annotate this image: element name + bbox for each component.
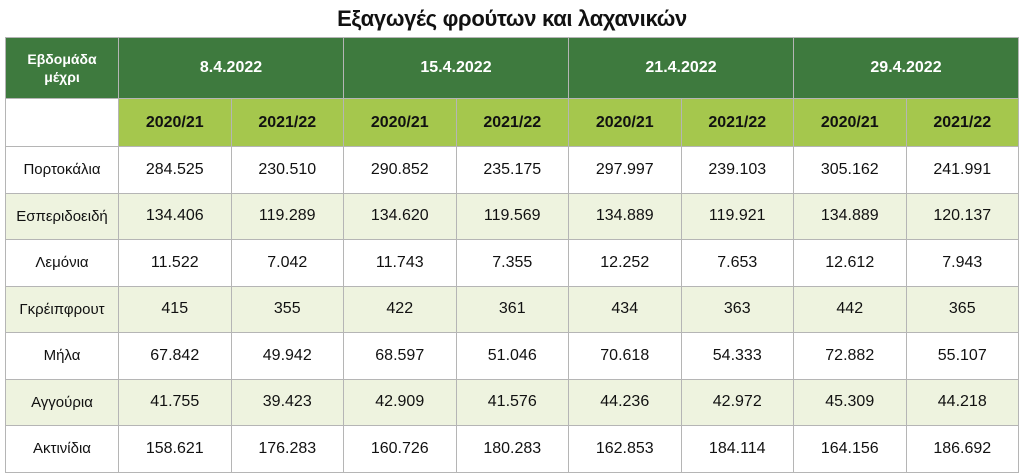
data-row: Λεμόνια 11.522 7.042 11.743 7.355 12.252 7.653…: [5, 239, 1019, 287]
cell: 363: [680, 285, 794, 333]
season-header: 2021/22: [905, 98, 1019, 147]
data-row: Γκρέιπφρουτ 415 355 422 361 434 363 442 365: [5, 285, 1019, 333]
title: Εξαγωγές φρούτων και λαχανικών: [337, 6, 687, 31]
cell: 134.889: [793, 192, 907, 240]
week-header: 21.4.2022: [568, 37, 794, 99]
cell: 41.755: [118, 378, 232, 426]
cell: 11.743: [343, 239, 457, 287]
table: Εβδομάδα μέχρι 8.4.2022 15.4.2022 21.4.2022…: [5, 37, 1019, 473]
week-header: 29.4.2022: [793, 37, 1019, 99]
data-row: Πορτοκάλια 284.525 230.510 290.852 235.175 29…: [5, 146, 1019, 194]
cell: 365: [905, 285, 1019, 333]
cell: 54.333: [680, 332, 794, 380]
data-row: Μήλα 67.842 49.942 68.597 51.046 70.618 54.333…: [5, 332, 1019, 380]
cell: 415: [118, 285, 232, 333]
cell: 164.156: [793, 425, 907, 473]
cell: 186.692: [905, 425, 1019, 473]
cell: 355: [230, 285, 344, 333]
cell: 119.289: [230, 192, 344, 240]
cell: 290.852: [343, 146, 457, 194]
row-label: Γκρέιπφρουτ: [5, 285, 119, 333]
season-header: 2021/22: [680, 98, 794, 147]
cell: 361: [455, 285, 569, 333]
cell: 305.162: [793, 146, 907, 194]
cell: 239.103: [680, 146, 794, 194]
row-label: Ακτινίδια: [5, 425, 119, 473]
cell: 45.309: [793, 378, 907, 426]
week-header: 8.4.2022: [118, 37, 344, 99]
cell: 134.406: [118, 192, 232, 240]
cell: 158.621: [118, 425, 232, 473]
data-row: Αγγούρια 41.755 39.423 42.909 41.576 44.236 42…: [5, 378, 1019, 426]
cell: 160.726: [343, 425, 457, 473]
cell: 241.991: [905, 146, 1019, 194]
cell: 44.236: [568, 378, 682, 426]
cell: 180.283: [455, 425, 569, 473]
cell: 162.853: [568, 425, 682, 473]
cell: 422: [343, 285, 457, 333]
cell: 7.042: [230, 239, 344, 287]
cell: 55.107: [905, 332, 1019, 380]
cell: 12.612: [793, 239, 907, 287]
cell: 70.618: [568, 332, 682, 380]
cell: 297.997: [568, 146, 682, 194]
cell: 67.842: [118, 332, 232, 380]
cell: 119.921: [680, 192, 794, 240]
season-header: 2020/21: [118, 98, 232, 147]
cell: 7.943: [905, 239, 1019, 287]
cell: 68.597: [343, 332, 457, 380]
row-label: Λεμόνια: [5, 239, 119, 287]
row-label: Πορτοκάλια: [5, 146, 119, 194]
cell: 120.137: [905, 192, 1019, 240]
cell: 442: [793, 285, 907, 333]
cell: 39.423: [230, 378, 344, 426]
cell: 235.175: [455, 146, 569, 194]
cell: 7.653: [680, 239, 794, 287]
cell: 11.522: [118, 239, 232, 287]
season-header: 2021/22: [230, 98, 344, 147]
corner-cell: Εβδομάδα μέχρι: [5, 37, 119, 99]
season-header: 2020/21: [568, 98, 682, 147]
data-row: Ακτινίδια 158.621 176.283 160.726 180.283 162…: [5, 425, 1019, 473]
subheader-row: 2020/21 2021/22 2020/21 2021/22 2020/21 2021/…: [5, 98, 1019, 147]
cell: 42.972: [680, 378, 794, 426]
cell: 230.510: [230, 146, 344, 194]
cell: 44.218: [905, 378, 1019, 426]
header-row: Εβδομάδα μέχρι 8.4.2022 15.4.2022 21.4.2022…: [5, 37, 1019, 99]
cell: 184.114: [680, 425, 794, 473]
table-body: Εβδομάδα μέχρι 8.4.2022 15.4.2022 21.4.2022…: [5, 37, 1019, 473]
cell: 134.620: [343, 192, 457, 240]
row-label: Αγγούρια: [5, 378, 119, 426]
cell: 119.569: [455, 192, 569, 240]
cell: 42.909: [343, 378, 457, 426]
cell: 12.252: [568, 239, 682, 287]
season-header: 2020/21: [343, 98, 457, 147]
season-header: 2021/22: [455, 98, 569, 147]
cell: 72.882: [793, 332, 907, 380]
week-header: 15.4.2022: [343, 37, 569, 99]
cell: 7.355: [455, 239, 569, 287]
season-header: 2020/21: [793, 98, 907, 147]
cell: 134.889: [568, 192, 682, 240]
cell: 49.942: [230, 332, 344, 380]
cell: 176.283: [230, 425, 344, 473]
cell: 51.046: [455, 332, 569, 380]
cell: 284.525: [118, 146, 232, 194]
cell: 434: [568, 285, 682, 333]
data-row: Εσπεριδοειδή 134.406 119.289 134.620 119.569…: [5, 192, 1019, 240]
cell: 41.576: [455, 378, 569, 426]
blank-cell: [5, 98, 119, 147]
row-label: Μήλα: [5, 332, 119, 380]
row-label: Εσπεριδοειδή: [5, 192, 119, 240]
